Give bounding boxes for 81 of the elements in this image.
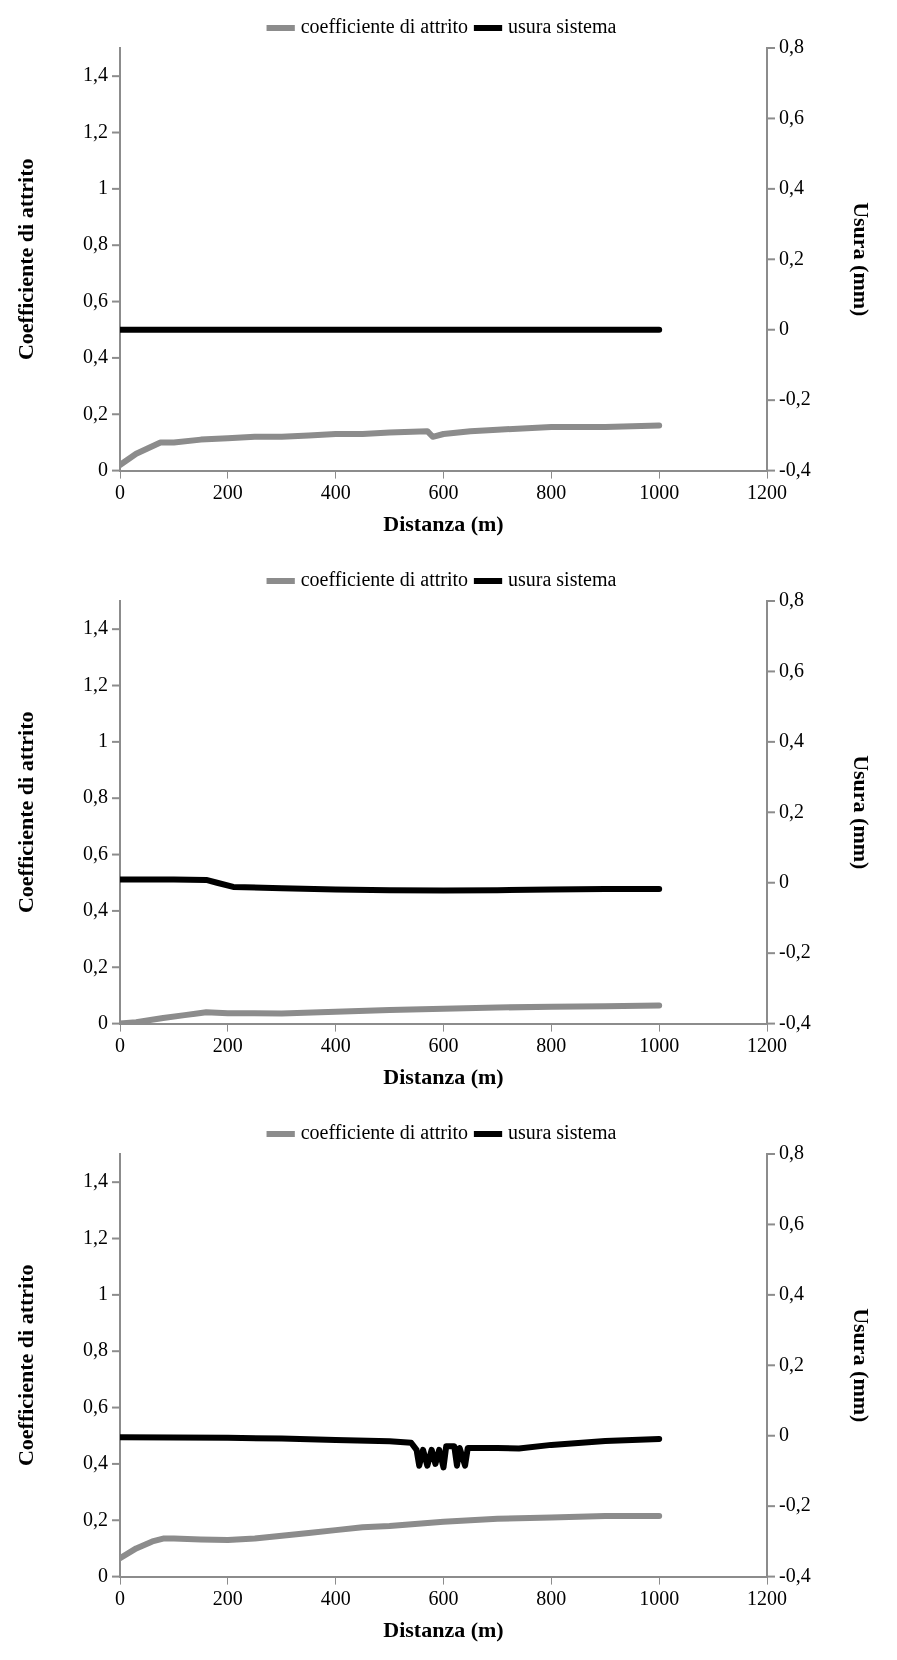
y-tick-label: 0,8 (83, 1338, 108, 1361)
x-tick-label: 0 (115, 1586, 125, 1609)
y-tick-label: 0,2 (83, 954, 108, 977)
x-tick-label: 1200 (747, 1033, 787, 1056)
legend-label: usura sistema (508, 15, 617, 38)
y-axis-title: Coefficiente di attrito (12, 1264, 38, 1467)
y2-tick-label: 0 (779, 1422, 789, 1445)
x-axis-title: Distanza (m) (383, 1617, 504, 1643)
y-tick-label: 0,4 (83, 898, 108, 921)
y-tick-label: 1 (98, 176, 108, 199)
y2-tick-label: -0,4 (779, 1563, 811, 1586)
legend-label: coefficiente di attrito (300, 568, 469, 591)
y-tick-label: 0,8 (83, 232, 108, 255)
x-tick-label: 1000 (639, 480, 680, 503)
y2-tick-label: 0,6 (779, 105, 804, 128)
legend-label: usura sistema (508, 1121, 617, 1144)
y-tick-label: 0,4 (83, 1451, 108, 1474)
y-tick-label: 0,2 (83, 401, 108, 424)
y2-tick-label: 0 (779, 316, 789, 339)
y2-tick-label: 0,8 (779, 588, 804, 611)
x-tick-label: 1200 (747, 480, 787, 503)
x-tick-label: 200 (212, 1033, 243, 1056)
y-tick-label: 1 (98, 1282, 108, 1305)
y2-axis-title: Usura (mm) (849, 755, 875, 870)
y2-tick-label: 0,4 (779, 1282, 804, 1305)
y-tick-label: 1,4 (83, 1169, 108, 1192)
y2-tick-label: 0,2 (779, 799, 804, 822)
y2-tick-label: 0 (779, 869, 789, 892)
y-tick-label: 1,2 (83, 119, 108, 142)
x-tick-label: 0 (115, 1033, 125, 1056)
x-tick-label: 400 (320, 1586, 351, 1609)
y2-tick-label: 0,6 (779, 1211, 804, 1234)
y-tick-label: 0,4 (83, 345, 108, 368)
x-tick-label: 1200 (747, 1586, 787, 1609)
y2-tick-label: -0,4 (779, 457, 811, 480)
legend-label: usura sistema (508, 568, 617, 591)
legend-label: coefficiente di attrito (300, 1121, 469, 1144)
y-axis-title: Coefficiente di attrito (12, 158, 38, 361)
x-tick-label: 0 (115, 480, 125, 503)
y-tick-label: 1,4 (83, 616, 108, 639)
y-axis-title: Coefficiente di attrito (12, 711, 38, 914)
x-tick-label: 600 (428, 1586, 459, 1609)
y-tick-label: 0 (98, 1563, 108, 1586)
x-tick-label: 600 (428, 1033, 459, 1056)
y-tick-label: 0,6 (83, 1394, 108, 1417)
x-tick-label: 200 (212, 1586, 243, 1609)
x-tick-label: 400 (320, 1033, 351, 1056)
x-tick-label: 600 (428, 480, 459, 503)
x-axis-title: Distanza (m) (383, 1064, 504, 1090)
y-tick-label: 0 (98, 457, 108, 480)
x-tick-label: 800 (536, 480, 567, 503)
x-axis-title: Distanza (m) (383, 511, 504, 537)
y2-tick-label: -0,2 (779, 940, 811, 963)
y2-tick-label: -0,2 (779, 387, 811, 410)
y2-axis-title: Usura (mm) (849, 1308, 875, 1423)
x-tick-label: 1000 (639, 1586, 680, 1609)
y2-tick-label: 0,8 (779, 1141, 804, 1164)
x-tick-label: 800 (536, 1033, 567, 1056)
x-tick-label: 200 (212, 480, 243, 503)
y-tick-label: 1,4 (83, 63, 108, 86)
y2-tick-label: 0,6 (779, 658, 804, 681)
y-tick-label: 0,2 (83, 1507, 108, 1530)
y2-tick-label: -0,2 (779, 1493, 811, 1516)
x-tick-label: 800 (536, 1586, 567, 1609)
y-tick-label: 0 (98, 1010, 108, 1033)
y-tick-label: 1,2 (83, 672, 108, 695)
y2-tick-label: 0,4 (779, 729, 804, 752)
y-tick-label: 1 (98, 729, 108, 752)
y2-tick-label: 0,2 (779, 1352, 804, 1375)
y2-tick-label: -0,4 (779, 1010, 811, 1033)
y2-tick-label: 0,4 (779, 176, 804, 199)
y-tick-label: 1,2 (83, 1225, 108, 1248)
y2-axis-title: Usura (mm) (849, 202, 875, 317)
y-tick-label: 0,6 (83, 288, 108, 311)
x-tick-label: 400 (320, 480, 351, 503)
y-tick-label: 0,6 (83, 841, 108, 864)
y2-tick-label: 0,2 (779, 246, 804, 269)
y2-tick-label: 0,8 (779, 35, 804, 58)
legend-label: coefficiente di attrito (300, 15, 469, 38)
y-tick-label: 0,8 (83, 785, 108, 808)
x-tick-label: 1000 (639, 1033, 680, 1056)
